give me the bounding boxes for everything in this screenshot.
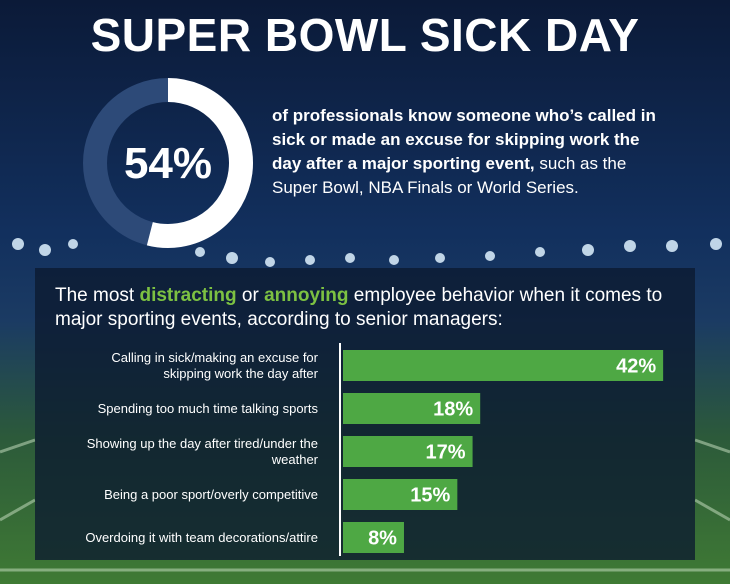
bar-value-label: 15% bbox=[410, 485, 450, 507]
donut-label: 54% bbox=[124, 139, 212, 188]
bar-value-label: 42% bbox=[616, 356, 656, 378]
bar-value-label: 18% bbox=[433, 399, 473, 421]
donut-caption: of professionals know someone who’s call… bbox=[272, 104, 672, 200]
category-label: Spending too much time talking sports bbox=[97, 400, 318, 416]
heading-highlight: distracting bbox=[139, 285, 237, 306]
heading-text: The most bbox=[55, 285, 140, 306]
heading-text: or bbox=[236, 285, 265, 306]
caption-bold: of professionals know someone who’s call… bbox=[272, 106, 656, 173]
category-label: Calling in sick/making an excuse for ski… bbox=[111, 349, 318, 381]
bar bbox=[343, 350, 664, 381]
stadium-lights bbox=[12, 238, 722, 267]
bar bbox=[343, 522, 404, 553]
heading-highlight: annoying bbox=[264, 285, 349, 306]
bar bbox=[343, 393, 481, 424]
field-lines bbox=[0, 438, 730, 572]
bar bbox=[343, 436, 473, 467]
heading-text: employee behavior when it comes to major… bbox=[55, 285, 663, 330]
category-label: Being a poor sport/overly competitive bbox=[104, 486, 318, 502]
bar-value-label: 17% bbox=[426, 442, 466, 464]
bar bbox=[343, 479, 458, 510]
category-label: Overdoing it with team decorations/attir… bbox=[85, 529, 318, 545]
title: SUPER BOWL SICK DAY bbox=[90, 9, 640, 61]
category-label: Showing up the day after tired/under the… bbox=[86, 435, 318, 467]
bar-value-label: 8% bbox=[368, 528, 397, 550]
caption-text: such as the Super Bowl, NBA Finals or Wo… bbox=[272, 154, 627, 197]
donut-arc bbox=[146, 78, 253, 248]
bar-heading: The most distracting or annoying employe… bbox=[55, 284, 695, 332]
